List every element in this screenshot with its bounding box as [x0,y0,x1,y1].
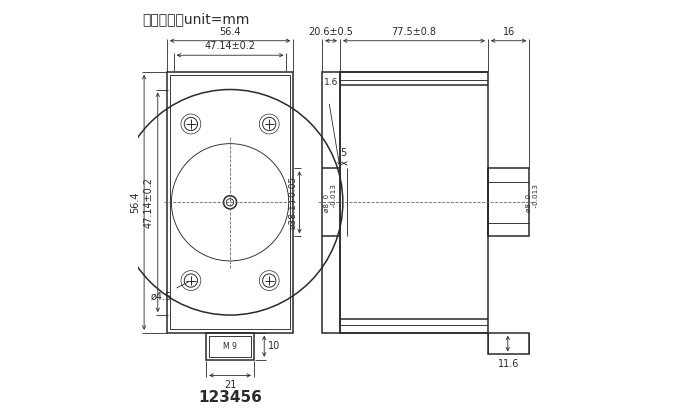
Text: 47.14±0.2: 47.14±0.2 [144,177,154,228]
Bar [167,72,293,333]
Text: 5: 5 [341,148,347,158]
Text: 20.6±0.5: 20.6±0.5 [308,27,353,37]
Text: ø4.5: ø4.5 [150,282,188,301]
Text: 123456: 123456 [198,389,262,404]
Text: 56.4: 56.4 [219,27,241,37]
Text: 77.5±0.8: 77.5±0.8 [391,27,437,37]
Text: 10: 10 [268,341,281,351]
Text: 47.14±0.2: 47.14±0.2 [204,41,255,51]
Text: ø8  0
  -0.013: ø8 0 -0.013 [526,184,539,212]
Text: M 9: M 9 [223,342,237,351]
Text: 1.6: 1.6 [324,78,338,87]
Text: 21: 21 [224,379,236,389]
Text: 56.4: 56.4 [130,191,140,213]
Text: 11.6: 11.6 [498,359,520,369]
Bar [322,72,340,333]
Text: ø8  0
  -0.013: ø8 0 -0.013 [324,184,337,212]
Bar [340,72,488,333]
Text: 外形尺寸：unit=mm: 外形尺寸：unit=mm [142,12,249,26]
Bar [170,75,290,329]
Bar [209,336,251,357]
Text: ø38.1+0.05: ø38.1+0.05 [288,176,297,229]
Bar [488,168,529,236]
Bar [488,333,529,354]
Text: 16: 16 [502,27,515,37]
Bar [206,333,254,360]
